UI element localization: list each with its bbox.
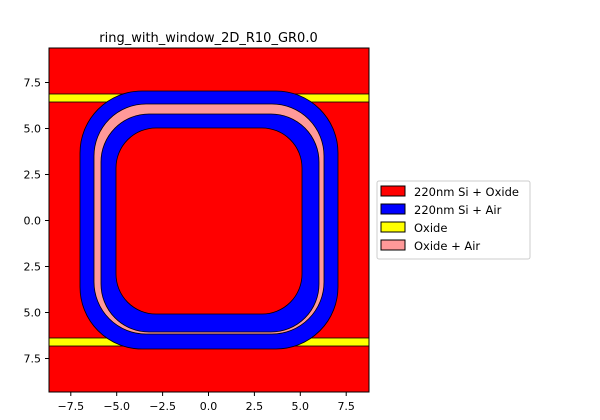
y-axis: 7.5 5.0 2.5 0.0 2.5 5.0 7.5 (24, 77, 49, 366)
y-tick-label: 5.0 (24, 307, 42, 320)
y-tick-label: 7.5 (24, 353, 42, 366)
legend-swatch (380, 239, 406, 251)
plot-area (48, 47, 370, 393)
plot-title: ring_with_window_2D_R10_GR0.0 (99, 31, 318, 46)
legend-label: 220nm Si + Oxide (414, 185, 519, 199)
y-tick-label: 5.0 (24, 123, 42, 136)
legend-label: Oxide (414, 221, 447, 235)
y-tick-label: 2.5 (24, 169, 42, 182)
legend-label: Oxide + Air (414, 239, 480, 253)
x-tick-label: −7.5 (57, 400, 84, 413)
y-tick-label: 2.5 (24, 261, 42, 274)
legend-swatch (380, 221, 406, 233)
x-tick-label: 0.0 (200, 400, 218, 413)
legend-label: 220nm Si + Air (414, 203, 502, 217)
legend-frame (376, 180, 531, 260)
x-tick-label: −5.0 (103, 400, 130, 413)
x-axis: −7.5 −5.0 −2.5 0.0 2.5 5.0 7.5 (57, 392, 355, 413)
ring-core-si-oxide (115, 127, 303, 315)
x-tick-label: 2.5 (246, 400, 264, 413)
x-tick-label: −2.5 (149, 400, 176, 413)
legend-swatch (380, 203, 406, 215)
legend-swatch (380, 185, 406, 197)
x-tick-label: 5.0 (292, 400, 310, 413)
legend: 220nm Si + Oxide 220nm Si + Air Oxide Oxide… (376, 180, 531, 260)
x-tick-label: 7.5 (337, 400, 355, 413)
y-tick-label: 0.0 (24, 215, 42, 228)
y-tick-label: 7.5 (24, 77, 42, 90)
